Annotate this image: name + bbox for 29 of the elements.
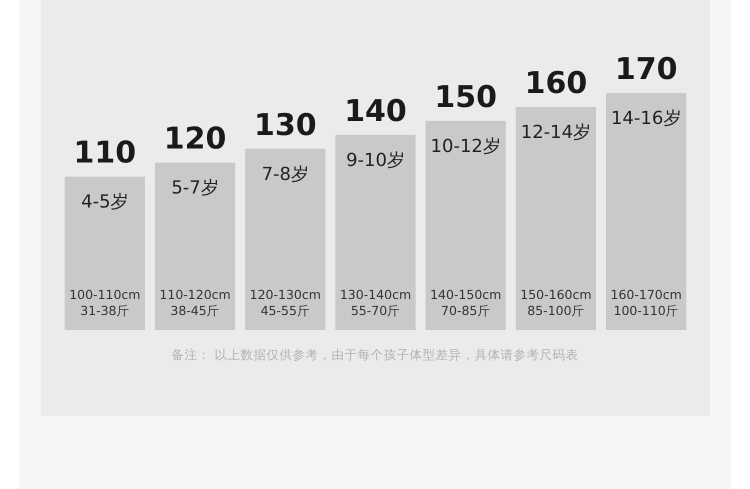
annotation: 120-130cm 45-55斤 xyxy=(250,287,321,318)
x-tick-label: 14-16岁 xyxy=(610,108,682,129)
data-label: 170 xyxy=(614,52,678,87)
x-tick-label: 4-5岁 xyxy=(81,192,129,213)
x-tick-label: 5-7岁 xyxy=(171,178,219,199)
data-label: 110 xyxy=(74,136,136,171)
annotation: 160-170cm 100-110斤 xyxy=(610,287,682,318)
data-label: 140 xyxy=(344,94,407,129)
bar xyxy=(516,106,596,330)
bar xyxy=(335,134,416,330)
data-label: 120 xyxy=(164,122,226,157)
data-label: 130 xyxy=(254,108,317,143)
annotation: 150-160cm 85-100斤 xyxy=(520,287,592,318)
annotation: 130-140cm 55-70斤 xyxy=(340,287,412,318)
bar xyxy=(64,176,145,330)
text: 备注： 以上数据仅供参考，由于每个孩子体型差异，具体请参考尺码表 xyxy=(172,347,578,362)
bar xyxy=(154,162,236,330)
x-tick-label: 7-8岁 xyxy=(262,164,309,185)
annotation: 100-110cm 31-38斤 xyxy=(69,287,140,318)
annotation: 110-120cm 38-45斤 xyxy=(159,287,231,318)
x-tick-label: 9-10岁 xyxy=(346,150,405,171)
bar xyxy=(426,120,506,330)
data-label: 160 xyxy=(524,66,588,101)
x-tick-label: 10-12岁 xyxy=(430,136,501,157)
data-label: 150 xyxy=(434,80,498,115)
bar xyxy=(245,148,326,330)
bar xyxy=(606,93,686,330)
x-tick-label: 12-14岁 xyxy=(520,122,592,143)
annotation: 140-150cm 70-85斤 xyxy=(430,287,502,318)
